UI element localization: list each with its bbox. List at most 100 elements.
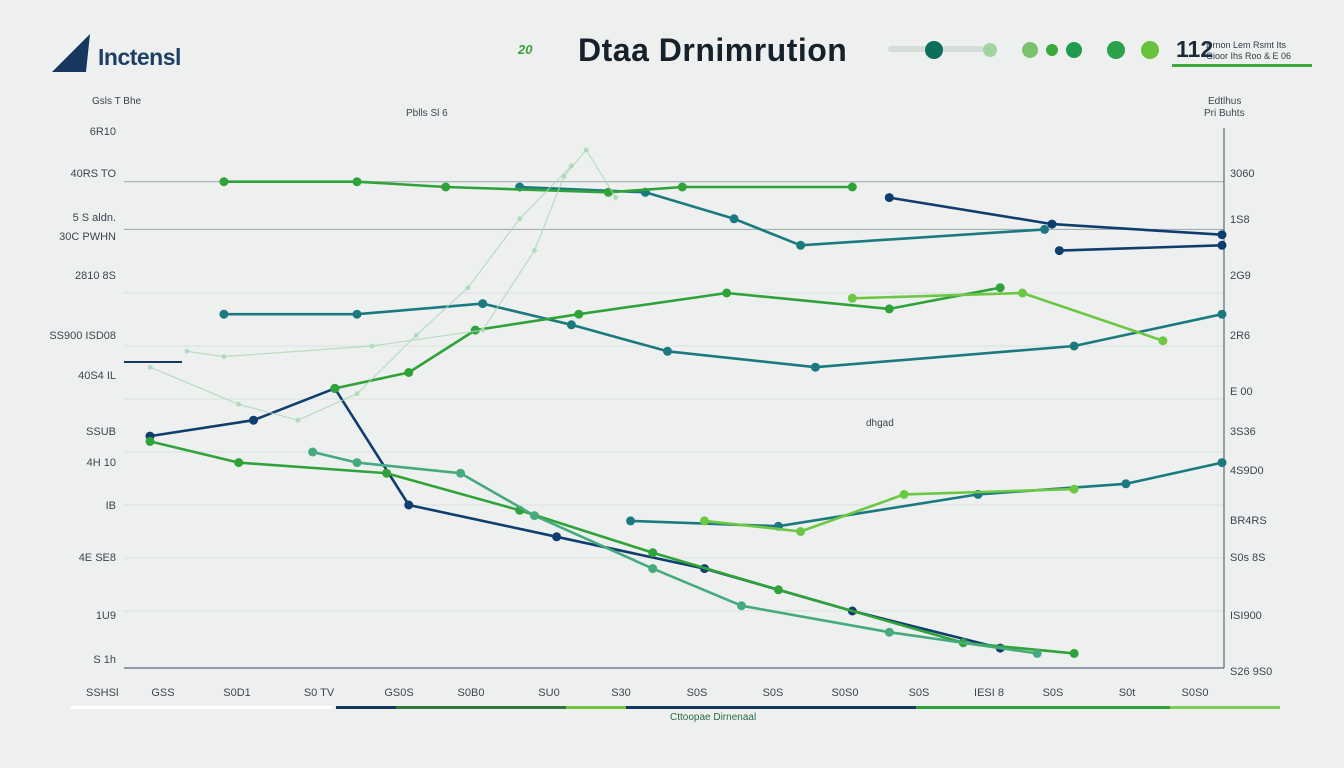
x-tick: S0 TV <box>303 687 335 699</box>
center-caption: Pblls Sl 6 <box>406 108 448 119</box>
series-line <box>1059 244 1223 252</box>
data-point <box>531 248 537 254</box>
y-tick-left: 5 S aldn. <box>72 212 116 224</box>
y-tick-right: 2R6 <box>1230 330 1251 342</box>
data-point <box>456 468 466 478</box>
y-tick-left: 40S4 IL <box>78 370 116 382</box>
y-tick-right: 1S8 <box>1230 214 1250 226</box>
data-point <box>884 304 894 314</box>
data-point <box>736 601 746 611</box>
x-tick: S30 <box>611 687 631 699</box>
data-point <box>1040 224 1050 234</box>
data-point <box>1069 484 1079 494</box>
data-point <box>529 511 539 521</box>
series-line <box>334 286 1001 390</box>
data-point <box>847 182 857 192</box>
legend-dots <box>888 41 1159 59</box>
data-point <box>663 346 673 356</box>
data-point <box>1032 648 1042 658</box>
data-point <box>369 343 375 349</box>
data-point <box>441 182 451 192</box>
y-tick-left: 4E SE8 <box>78 552 116 564</box>
series-line <box>149 387 1001 650</box>
series-line <box>223 302 1223 369</box>
legend-label-block: Drnon Lem Rsmt Its Gioor Ihs Roo & E 06 <box>1206 40 1291 62</box>
x-tick: SU0 <box>538 687 560 699</box>
data-point <box>221 354 227 360</box>
data-point <box>648 548 658 558</box>
series-line <box>186 149 617 358</box>
y-tick-right: ISI900 <box>1230 610 1262 622</box>
data-point <box>603 187 613 197</box>
y-tick-right: S0s 8S <box>1230 552 1266 564</box>
legend-label-2: Gioor Ihs Roo & E 06 <box>1206 51 1292 61</box>
data-point <box>1158 336 1168 346</box>
legend-dot <box>1022 42 1038 58</box>
y-tick-right: 3S36 <box>1230 426 1256 438</box>
x-tick: GS0S <box>384 687 414 699</box>
x-axis-corner-label: SSHSl <box>86 687 119 699</box>
data-point <box>677 182 687 192</box>
y-tick-left: 40RS TO <box>70 168 116 180</box>
data-point <box>884 627 894 637</box>
left-axis-title: Gsls T Bhe <box>92 96 142 107</box>
y-tick-left: 6R10 <box>89 126 116 138</box>
legend-underline <box>1172 64 1312 67</box>
data-point <box>517 216 523 222</box>
data-point <box>626 516 636 526</box>
data-point <box>566 320 576 330</box>
data-point <box>995 283 1005 293</box>
data-point <box>352 309 362 319</box>
data-point <box>465 285 471 291</box>
data-point <box>234 458 244 468</box>
y-tick-left: SS900 ISD08 <box>49 330 116 342</box>
legend-dot <box>1107 41 1125 59</box>
data-point <box>1121 479 1131 489</box>
data-point <box>352 177 362 187</box>
data-point <box>699 516 709 526</box>
data-point <box>1069 648 1079 658</box>
data-point <box>1054 246 1064 256</box>
data-point <box>470 325 480 335</box>
x-tick: S0S <box>908 687 930 699</box>
series-line <box>149 165 572 421</box>
data-point <box>295 417 301 423</box>
y-tick-right: 3060 <box>1230 168 1255 180</box>
y-tick-left: 30C PWHN <box>59 231 116 243</box>
series-line <box>519 185 1045 247</box>
x-tick: GSS <box>151 687 175 699</box>
x-tick: S0S0 <box>1181 687 1209 699</box>
series-group <box>145 147 1227 658</box>
x-tick: S0B0 <box>457 687 485 699</box>
data-point <box>147 364 153 370</box>
data-point <box>613 195 619 201</box>
data-point <box>552 532 562 542</box>
data-point <box>574 309 584 319</box>
data-point <box>1069 341 1079 351</box>
legend-dot <box>983 43 997 57</box>
data-point <box>249 415 259 425</box>
data-point <box>478 299 488 309</box>
data-point <box>722 288 732 298</box>
data-point <box>884 193 894 203</box>
data-point <box>404 368 414 377</box>
x-tick: S0D1 <box>223 687 251 699</box>
data-point <box>648 564 658 574</box>
data-point <box>308 447 318 457</box>
x-axis-caption: Cttoopae Dirnenaal <box>670 712 757 723</box>
logo-text: Inctensl <box>98 44 181 70</box>
y-tick-right: 2G9 <box>1230 270 1251 282</box>
y-tick-left: S 1h <box>93 654 116 666</box>
data-point <box>1217 458 1227 468</box>
y-tick-right: E 00 <box>1230 386 1253 398</box>
y-tick-right: 4S9D0 <box>1230 465 1264 477</box>
x-tick: S0S <box>762 687 784 699</box>
data-point <box>404 500 414 510</box>
right-axis-title: Edtlhus <box>1208 96 1242 107</box>
data-point <box>413 332 419 338</box>
grid <box>124 181 1224 612</box>
legend-label-1: Drnon Lem Rsmt Its <box>1206 40 1287 50</box>
x-tick: S0t <box>1118 687 1136 699</box>
y-tick-left: 4H 10 <box>86 457 116 469</box>
